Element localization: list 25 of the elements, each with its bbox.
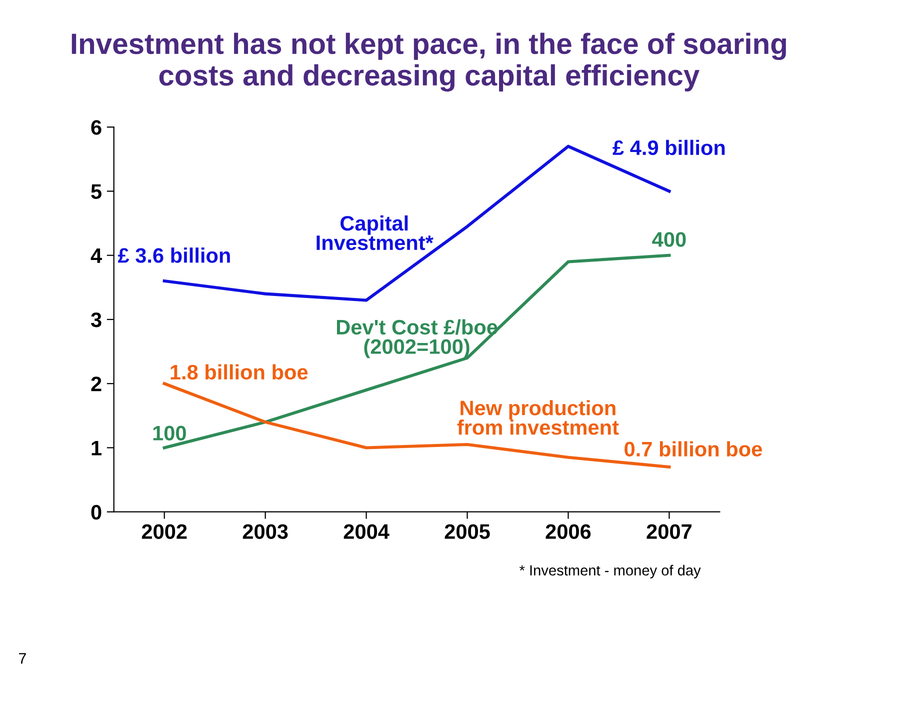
- annotation: £ 4.9 billion: [612, 140, 725, 156]
- annotation: 0.7 billion boe: [624, 441, 762, 457]
- annotation: 100: [153, 426, 186, 440]
- x-tick-label: 2002: [142, 524, 187, 539]
- x-tick-label: 2006: [546, 524, 591, 539]
- y-tick-label: 5: [91, 184, 102, 199]
- text: * Investment - money of day: [520, 564, 701, 578]
- y-tick-label: 6: [91, 120, 102, 135]
- series-label: New production from investment: [457, 400, 619, 435]
- series-label: Capital Investment*: [316, 215, 434, 250]
- y-tick-label: 0: [91, 504, 102, 520]
- annotation: £ 3.6 billion: [118, 248, 230, 263]
- x-tick-label: 2003: [242, 524, 288, 539]
- series-label: Dev't Cost £/boe (2002=100): [336, 319, 498, 358]
- x-tick-label: 2004: [344, 524, 390, 539]
- y-tick-label: 1: [92, 440, 102, 456]
- annotation: 400: [652, 232, 686, 247]
- text: 7: [19, 653, 26, 664]
- x-tick-label: 2007: [646, 524, 692, 539]
- y-tick-label: 4: [90, 248, 102, 263]
- chart-title: Investment has not kept pace, in the face of soaring costs and decreasing capital efficiency: [72, 32, 786, 92]
- x-tick-label: 2005: [444, 524, 490, 539]
- y-tick-label: 2: [91, 376, 102, 392]
- y-tick-label: 3: [90, 312, 102, 328]
- annotation: 1.8 billion boe: [170, 364, 308, 380]
